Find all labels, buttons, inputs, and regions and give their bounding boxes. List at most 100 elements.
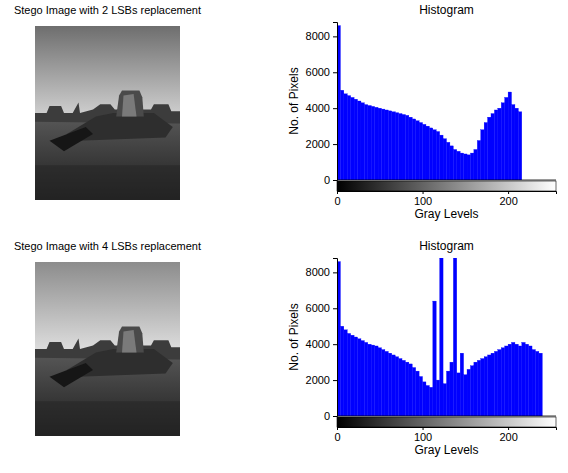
butte: [116, 90, 144, 116]
y-tick: 8000: [306, 30, 337, 42]
tick-mark: [423, 427, 424, 430]
histogram-bar: [508, 344, 511, 416]
bars: [337, 26, 522, 180]
y-tick: 4000: [306, 338, 337, 350]
butte: [116, 326, 144, 352]
histogram-bar: [470, 153, 473, 180]
photo: [35, 26, 180, 200]
histogram-bar: [484, 357, 487, 416]
tick-mark: [333, 380, 337, 381]
histogram-bar: [361, 341, 364, 416]
tick-mark: [333, 308, 337, 309]
histogram-bar: [412, 368, 415, 416]
x-range-line: [337, 180, 556, 181]
histogram-bar: [340, 90, 343, 180]
histogram-bar: [399, 359, 402, 416]
histogram-bar: [378, 348, 381, 416]
histogram-bar: [477, 360, 480, 416]
histogram-bar: [481, 130, 484, 180]
histogram-bar: [375, 107, 378, 180]
tick-label: 8000: [306, 30, 330, 42]
panel-title: Stego Image with 2 LSBs replacement: [14, 4, 201, 16]
x-axis: 0100200: [334, 191, 556, 207]
ground: [35, 113, 180, 200]
histogram-bar: [392, 112, 395, 180]
histogram-bar: [440, 258, 443, 416]
y-axis-title: No. of Pixels: [287, 303, 301, 370]
tick-label: 4000: [306, 102, 330, 114]
y-axis: 02000400060008000: [306, 259, 338, 423]
histogram-bar: [474, 362, 477, 416]
chart-title: Histogram: [419, 3, 474, 17]
histogram-bar: [436, 380, 439, 416]
histogram-bar: [488, 117, 491, 180]
histogram-bar: [433, 301, 436, 416]
x-tick: 200: [499, 427, 517, 443]
foreground: [35, 165, 180, 200]
tick-label: 200: [499, 431, 517, 443]
x-tick: 0: [334, 191, 340, 207]
histogram-bar: [388, 111, 391, 180]
shadow: [50, 127, 94, 151]
histogram-bar: [477, 141, 480, 181]
histogram-bar: [447, 142, 450, 180]
ground: [35, 349, 180, 436]
histogram-bar: [512, 342, 515, 416]
histogram-bar: [371, 345, 374, 416]
tick-label: 0: [334, 195, 340, 207]
histogram-bar: [344, 94, 347, 180]
histogram-bar: [429, 128, 432, 180]
x-tick: 0: [334, 427, 340, 443]
histogram-bar: [436, 132, 439, 180]
histogram-bar: [488, 355, 491, 416]
histogram-bar: [443, 139, 446, 180]
x-tick: 200: [499, 191, 517, 207]
histogram-bar: [409, 117, 412, 180]
histogram-bar: [501, 348, 504, 416]
histogram-bar: [426, 126, 429, 180]
axis-line: [338, 428, 557, 431]
histogram-bar: [433, 130, 436, 180]
tick-mark: [333, 272, 337, 273]
tick-label: 8000: [306, 266, 330, 278]
butte-lit: [122, 330, 137, 353]
histogram-bar: [364, 342, 367, 416]
histogram-bar: [501, 103, 504, 180]
histogram-bar: [491, 353, 494, 416]
histogram-bar: [467, 369, 470, 416]
tick-label: 2000: [306, 374, 330, 386]
tick-mark: [333, 108, 337, 109]
histogram-bar: [402, 360, 405, 416]
tick-mark: [508, 427, 509, 430]
histogram-bar: [481, 359, 484, 416]
y-axis: 02000400060008000: [306, 23, 338, 187]
histogram-bar: [450, 146, 453, 180]
histogram-bar: [464, 154, 467, 180]
x-axis: 0 100 200: [334, 427, 556, 443]
histogram-bar: [361, 103, 364, 180]
histogram-bar: [515, 344, 518, 416]
foreground: [35, 401, 180, 436]
histogram-bar: [443, 384, 446, 416]
y-axis-title: No. of Pixels: [287, 67, 301, 134]
histogram-bar: [457, 151, 460, 180]
gray-strip: [337, 181, 556, 191]
histogram-bar: [375, 346, 378, 416]
histogram-bar: [385, 351, 388, 416]
x-tick: 100: [414, 427, 432, 443]
tick-mark: [333, 144, 337, 145]
histogram-bar: [505, 346, 508, 416]
histogram-bar: [340, 326, 343, 416]
histogram-bar: [539, 353, 542, 416]
tick-label: 6000: [306, 66, 330, 78]
figure: Stego Image with 2 LSBs replacement Histo…: [0, 0, 568, 473]
histogram-bar: [395, 357, 398, 416]
histogram-bar: [453, 258, 456, 416]
histogram-bar: [416, 371, 419, 416]
histogram-bar: [419, 377, 422, 417]
histogram-bar: [351, 97, 354, 180]
histogram-bar: [385, 110, 388, 180]
histogram-bar: [429, 387, 432, 416]
histogram-bar: [532, 350, 535, 416]
histogram-bar: [416, 121, 419, 180]
